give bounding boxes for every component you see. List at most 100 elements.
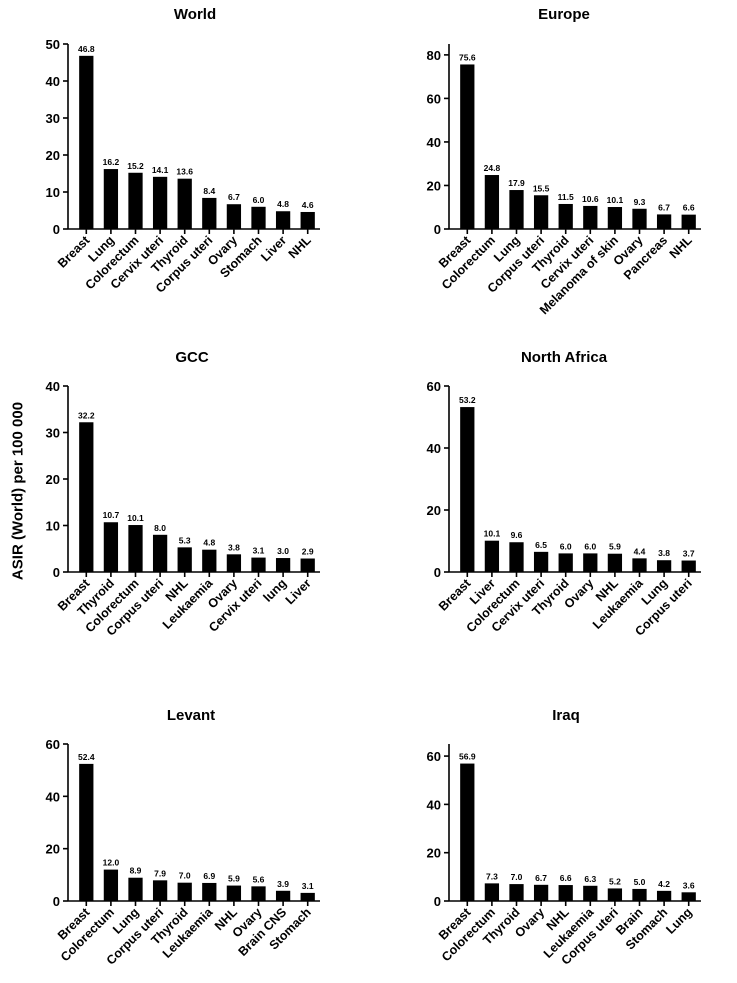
bar-value-label: 10.1 [607, 195, 624, 205]
bar [103, 169, 119, 229]
y-tick-label: 0 [53, 565, 60, 580]
bar [533, 551, 549, 572]
bar [558, 553, 573, 572]
bar [152, 176, 168, 229]
y-tick-label: 40 [46, 379, 60, 394]
bar [681, 214, 696, 229]
bar-value-label: 6.9 [203, 871, 215, 881]
bar [177, 882, 192, 901]
bar-value-label: 3.9 [277, 879, 289, 889]
y-tick-label: 30 [46, 111, 60, 126]
bar-value-label: 15.5 [533, 183, 550, 193]
bar [460, 763, 475, 901]
bar-value-label: 15.2 [127, 161, 144, 171]
y-tick-label: 20 [46, 148, 60, 163]
bar [533, 884, 549, 901]
bar [484, 540, 500, 572]
bar-value-label: 53.2 [459, 395, 476, 405]
x-tick-label: Liver [258, 233, 289, 264]
bar-value-label: 7.0 [511, 872, 523, 882]
bar [79, 763, 94, 901]
bar-value-label: 5.9 [609, 542, 621, 552]
bar-value-label: 9.6 [511, 530, 523, 540]
bar [275, 890, 291, 901]
bar [681, 560, 696, 572]
y-tick-label: 40 [427, 441, 441, 456]
bar [177, 547, 192, 572]
y-tick-label: 20 [46, 842, 60, 857]
y-tick-label: 60 [46, 737, 60, 752]
bar-value-label: 10.1 [127, 513, 144, 523]
bar-value-label: 4.8 [277, 199, 289, 209]
y-tick-label: 0 [434, 565, 441, 580]
y-tick-label: 50 [46, 37, 60, 52]
bar [656, 214, 672, 229]
bar [583, 205, 598, 229]
bar [202, 549, 217, 572]
bar [460, 407, 475, 572]
y-tick-label: 80 [427, 48, 441, 63]
bar-value-label: 12.0 [103, 858, 120, 868]
bar-value-label: 2.9 [302, 547, 314, 557]
bar [607, 553, 623, 572]
bar [226, 204, 242, 229]
bar [509, 884, 524, 901]
x-tick-label: NHL [286, 233, 314, 261]
bar-value-label: 6.0 [253, 195, 265, 205]
bar [177, 178, 192, 229]
y-tick-label: 60 [427, 91, 441, 106]
x-tick-label: Breast [436, 576, 474, 614]
bar [128, 877, 143, 901]
x-tick-label: Breast [55, 233, 93, 271]
bar-value-label: 11.5 [558, 192, 574, 202]
chart-title: Europe [538, 6, 590, 23]
y-tick-label: 20 [46, 472, 60, 487]
bar-value-label: 5.9 [228, 874, 240, 884]
bar [632, 558, 647, 572]
bar [275, 211, 291, 229]
bar-value-label: 6.6 [683, 203, 695, 213]
bar [509, 542, 524, 572]
bar-value-label: 4.8 [203, 538, 215, 548]
bar-value-label: 6.3 [584, 874, 596, 884]
bar-value-label: 46.8 [78, 44, 95, 54]
bar-value-label: 5.6 [253, 874, 265, 884]
bar [656, 560, 672, 572]
y-tick-label: 60 [427, 749, 441, 764]
y-tick-label: 20 [427, 503, 441, 518]
y-tick-label: 10 [46, 519, 60, 534]
bar-value-label: 6.7 [228, 192, 240, 202]
bar [607, 888, 623, 901]
bar-value-label: 13.6 [176, 167, 193, 177]
bar-value-label: 7.3 [486, 871, 498, 881]
bar [607, 207, 623, 229]
y-tick-label: 40 [427, 797, 441, 812]
bar [79, 422, 94, 572]
bar-value-label: 10.1 [484, 529, 501, 539]
bar-value-label: 4.6 [302, 200, 314, 210]
bar [509, 190, 524, 229]
bar-value-label: 10.7 [103, 510, 120, 520]
bar [128, 525, 143, 572]
bar [558, 885, 573, 901]
bar [202, 197, 217, 229]
bar [152, 880, 168, 901]
bar-value-label: 4.2 [658, 879, 670, 889]
bar-value-label: 3.8 [228, 542, 240, 552]
bar-value-label: 4.4 [634, 546, 646, 556]
y-tick-label: 60 [427, 379, 441, 394]
bar-value-label: 8.9 [130, 866, 142, 876]
bar [632, 888, 647, 901]
bar-value-label: 9.3 [634, 197, 646, 207]
bar-value-label: 7.9 [154, 868, 166, 878]
bar [300, 558, 315, 572]
bar-value-label: 3.6 [683, 880, 695, 890]
x-tick-label: NHL [667, 233, 695, 261]
bar [251, 206, 266, 229]
y-tick-label: 40 [46, 74, 60, 89]
bar-value-label: 6.7 [535, 873, 547, 883]
y-tick-label: 30 [46, 426, 60, 441]
bar-value-label: 3.8 [658, 548, 670, 558]
bar-value-label: 3.7 [683, 549, 695, 559]
